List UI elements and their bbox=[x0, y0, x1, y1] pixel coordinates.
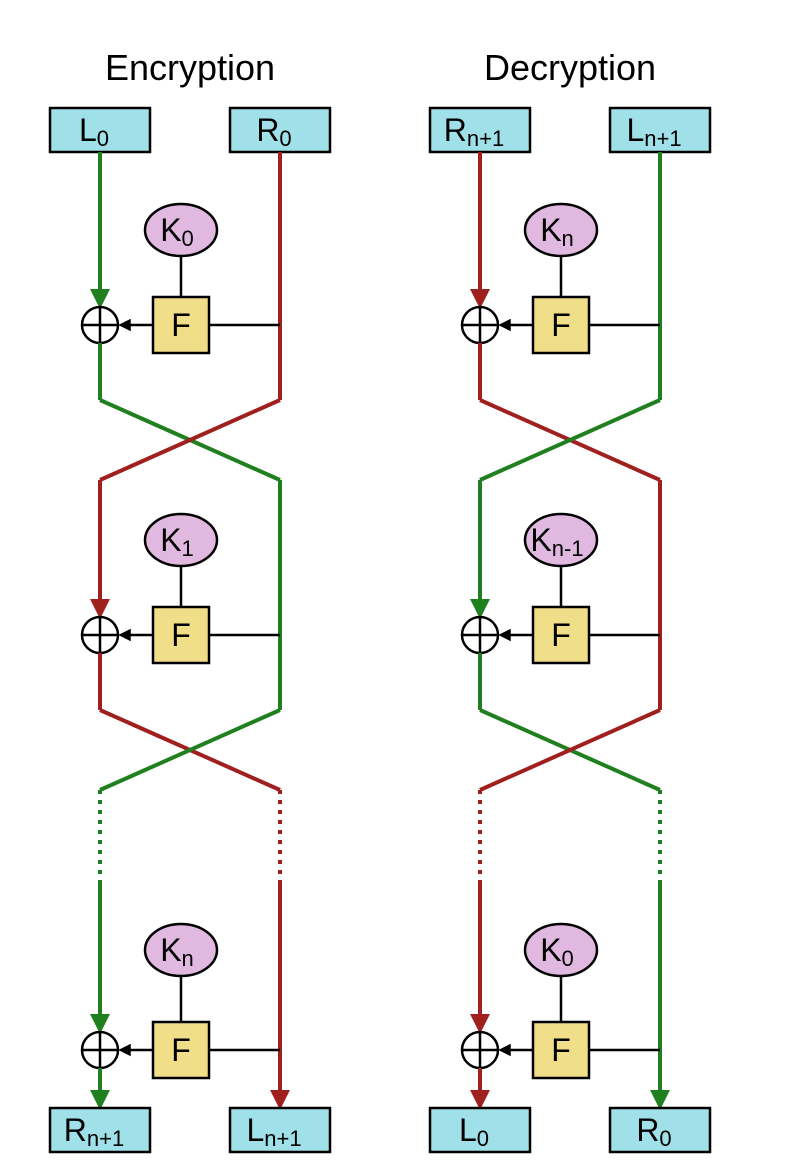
svg-text:F: F bbox=[551, 617, 571, 653]
svg-text:F: F bbox=[171, 617, 191, 653]
svg-text:Encryption: Encryption bbox=[105, 47, 275, 88]
svg-text:F: F bbox=[551, 307, 571, 343]
svg-text:Decryption: Decryption bbox=[484, 47, 656, 88]
svg-text:F: F bbox=[551, 1032, 571, 1068]
svg-text:F: F bbox=[171, 1032, 191, 1068]
svg-text:F: F bbox=[171, 307, 191, 343]
